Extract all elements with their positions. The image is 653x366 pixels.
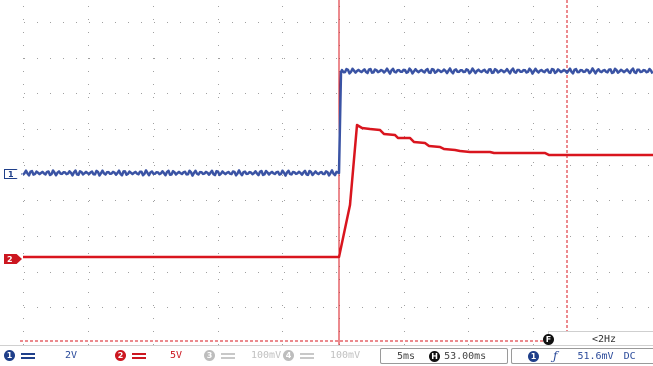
channel-1-marker-label: 1 xyxy=(8,169,14,179)
frequency-value: <2Hz xyxy=(592,333,617,345)
channel-2-status[interactable]: 2 5V xyxy=(115,348,182,363)
graticule xyxy=(23,6,649,345)
frequency-icon: F xyxy=(543,333,554,345)
channel-3-scale: 100mV xyxy=(251,350,282,361)
channel-3-status[interactable]: 3 100mV xyxy=(204,348,281,363)
status-bar: 1 2V 2 5V 3 100mV 4 100mV 5ms H 53.00ms … xyxy=(0,345,653,366)
channel-1-ground-marker[interactable]: 1 xyxy=(4,169,22,179)
channel-2-ground-marker[interactable]: 2 xyxy=(4,254,22,264)
channel-1-trace xyxy=(22,67,653,177)
horizontal-status[interactable]: 5ms H 53.00ms xyxy=(380,348,508,364)
waveform-plot xyxy=(20,0,653,345)
channel-1-status[interactable]: 1 2V xyxy=(4,348,77,363)
channel-2-scale: 5V xyxy=(170,350,183,361)
dc-coupling-icon xyxy=(221,352,235,359)
channel-4-scale: 100mV xyxy=(330,350,361,361)
dc-coupling-icon xyxy=(21,352,35,359)
channel-2-trace xyxy=(23,123,653,259)
channel-4-status[interactable]: 4 100mV xyxy=(283,348,360,363)
trigger-status[interactable]: 1 ƒ 51.6mV DC xyxy=(511,348,653,364)
waveform-area xyxy=(20,0,653,345)
timebase-value: 5ms xyxy=(397,350,416,362)
trigger-level-value: 51.6mV xyxy=(577,350,614,362)
trigger-source-icon: 1 xyxy=(528,350,539,362)
horizontal-delay-value: 53.00ms xyxy=(444,350,487,362)
dc-coupling-icon xyxy=(132,352,146,359)
channel-1-scale: 2V xyxy=(65,350,78,361)
channel-2-icon: 2 xyxy=(115,350,126,361)
trigger-coupling-value: DC xyxy=(623,350,636,362)
rising-edge-icon: ƒ xyxy=(553,349,558,363)
horizontal-delay-icon: H xyxy=(429,350,441,362)
channel-4-icon: 4 xyxy=(283,350,294,361)
dc-coupling-icon xyxy=(300,352,314,359)
channel-2-marker-label: 2 xyxy=(7,254,13,264)
channel-3-icon: 3 xyxy=(204,350,215,361)
channel-1-icon: 1 xyxy=(4,350,15,361)
